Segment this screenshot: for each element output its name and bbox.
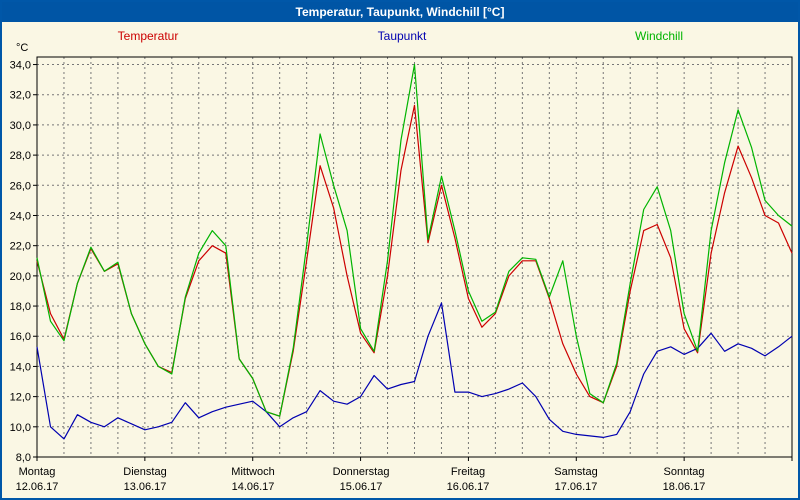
x-label-monday: Montag 12.06.17 xyxy=(16,465,59,495)
svg-text:30,0: 30,0 xyxy=(10,120,31,132)
y-axis-unit-label: °C xyxy=(16,42,29,54)
svg-text:16,0: 16,0 xyxy=(10,331,31,343)
day-name: Montag xyxy=(18,466,56,478)
svg-text:26,0: 26,0 xyxy=(10,180,31,192)
svg-text:34,0: 34,0 xyxy=(10,60,31,72)
svg-text:32,0: 32,0 xyxy=(10,90,31,102)
svg-text:22,0: 22,0 xyxy=(10,241,31,253)
day-date: 14.06.17 xyxy=(231,481,275,493)
day-date: 13.06.17 xyxy=(123,481,167,493)
day-name: Freitag xyxy=(450,466,486,478)
svg-text:28,0: 28,0 xyxy=(10,150,31,162)
svg-text:12,0: 12,0 xyxy=(10,392,31,404)
day-name: Sonntag xyxy=(663,466,705,478)
day-name: Mittwoch xyxy=(231,466,275,478)
day-name: Dienstag xyxy=(123,466,167,478)
day-date: 12.06.17 xyxy=(15,481,59,493)
svg-text:20,0: 20,0 xyxy=(10,271,31,283)
title-bar: Temperatur, Taupunkt, Windchill [°C] xyxy=(2,2,798,22)
day-date: 17.06.17 xyxy=(554,481,598,493)
legend-taupunkt: Taupunkt xyxy=(377,29,427,43)
x-label-sunday: Sonntag 18.06.17 xyxy=(663,465,706,495)
day-date: 15.06.17 xyxy=(339,481,383,493)
x-label-tuesday: Dienstag 13.06.17 xyxy=(123,465,166,495)
svg-text:18,0: 18,0 xyxy=(10,301,31,313)
svg-text:14,0: 14,0 xyxy=(10,361,31,373)
svg-text:10,0: 10,0 xyxy=(10,422,31,434)
legend-temperatur: Temperatur xyxy=(117,29,179,43)
day-name: Samstag xyxy=(554,466,598,478)
day-date: 18.06.17 xyxy=(662,481,706,493)
svg-text:24,0: 24,0 xyxy=(10,210,31,222)
x-label-thursday: Donnerstag 15.06.17 xyxy=(333,465,390,495)
window-title: Temperatur, Taupunkt, Windchill [°C] xyxy=(295,5,505,19)
x-label-wednesday: Mittwoch 14.06.17 xyxy=(231,465,274,495)
day-name: Donnerstag xyxy=(332,466,390,478)
svg-text:8,0: 8,0 xyxy=(16,452,31,464)
day-date: 16.06.17 xyxy=(446,481,490,493)
legend-windchill: Windchill xyxy=(634,29,684,43)
x-label-friday: Freitag 16.06.17 xyxy=(447,465,490,495)
x-label-saturday: Samstag 17.06.17 xyxy=(554,465,597,495)
